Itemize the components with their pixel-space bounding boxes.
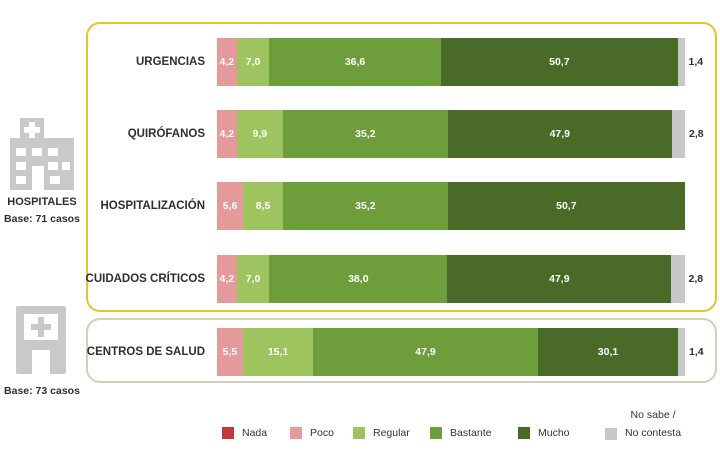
bar-row-quirofanos: 4,2 9,9 35,2 47,9	[217, 110, 685, 158]
bar-segment-regular: 8,5	[243, 182, 283, 230]
legend-swatch-mucho	[518, 427, 530, 439]
legend-label-nada: Nada	[242, 427, 268, 439]
bar-segment-mucho: 50,7	[440, 38, 678, 86]
bar-segment-no-sabe-no-contesta	[671, 110, 685, 158]
data-label-mucho: 50,7	[556, 200, 577, 212]
category-label-urgencias: URGENCIAS	[135, 56, 205, 68]
legend-item-nsnc: No sabe / No contesta	[605, 409, 681, 440]
legend-swatch-nada	[222, 427, 234, 439]
category-label-centros-de-salud: CENTROS DE SALUD	[86, 346, 205, 358]
bar-segment-no-sabe-no-contesta	[677, 38, 685, 86]
legend-label-regular: Regular	[373, 427, 410, 439]
bar-segment-poco: 4,2	[217, 38, 237, 86]
bar-segment-poco: 5,6	[217, 182, 244, 230]
bar-row-centros-de-salud: 5,5 15,1 47,9 30,1	[217, 328, 685, 376]
data-label-no-sabe-no-contesta: 2,8	[689, 128, 704, 140]
legend-item-poco: Poco	[290, 427, 334, 439]
bar-row-urgencias: 4,2 7,0 36,6 50,7	[217, 38, 685, 86]
legend-swatch-nsnc	[605, 427, 617, 440]
bar-row-hospitalizacion: 5,6 8,5 35,2 50,7	[217, 182, 685, 230]
legend-swatch-poco	[290, 427, 302, 439]
data-label-no-sabe-no-contesta: 1,4	[688, 56, 704, 68]
bar-segment-mucho: 47,9	[447, 255, 672, 303]
hospitals-group-box	[86, 22, 717, 312]
bar-segment-regular: 9,9	[236, 110, 283, 158]
bar-segment-bastante: 47,9	[313, 328, 538, 376]
data-label-mucho: 50,7	[549, 56, 570, 68]
category-label-cuidados-criticos: CUIDADOS CRÍTICOS	[85, 273, 205, 285]
data-label-bastante: 47,9	[415, 346, 436, 358]
centros-base-label: Base: 73 casos	[4, 385, 80, 397]
hospitales-group-title: HOSPITALES	[7, 196, 77, 208]
legend-label-mucho: Mucho	[538, 427, 570, 439]
bar-segment-mucho: 50,7	[447, 182, 685, 230]
data-label-poco: 4,2	[219, 273, 235, 285]
data-label-regular: 7,0	[245, 56, 261, 68]
data-label-regular: 8,5	[255, 200, 271, 212]
bar-segment-no-sabe-no-contesta	[671, 255, 685, 303]
data-label-bastante: 36,6	[344, 56, 366, 68]
bar-segment-mucho: 47,9	[447, 110, 672, 158]
hospitales-base-label: Base: 71 casos	[4, 213, 80, 225]
data-label-no-sabe-no-contesta: 1,4	[689, 346, 704, 358]
legend-item-mucho: Mucho	[518, 427, 570, 439]
legend-item-nada: Nada	[222, 427, 267, 439]
legend-label-nsnc-line2: No contesta	[625, 427, 682, 439]
legend-label-nsnc: No sabe / No contesta	[625, 409, 681, 440]
data-label-bastante: 35,2	[355, 200, 376, 212]
health-centers-group-box	[86, 318, 717, 383]
data-label-bastante: 38,0	[348, 273, 369, 285]
bar-segment-mucho: 30,1	[537, 328, 679, 376]
bar-segment-regular: 15,1	[242, 328, 314, 376]
bar-segment-no-sabe-no-contesta	[678, 328, 685, 376]
legend-swatch-bastante	[430, 427, 442, 439]
bar-segment-bastante: 36,6	[269, 38, 441, 86]
data-label-mucho: 47,9	[549, 128, 571, 140]
bar-segment-poco: 4,2	[217, 255, 237, 303]
data-label-poco: 5,6	[222, 200, 238, 212]
legend-item-regular: Regular	[353, 427, 410, 439]
data-label-regular: 9,9	[252, 128, 268, 140]
legend-item-bastante: Bastante	[430, 427, 491, 439]
bar-segment-bastante: 35,2	[282, 110, 448, 158]
bar-segment-bastante: 38,0	[269, 255, 448, 303]
bar-row-cuidados-criticos: 4,2 7,0 38,0 47,9	[217, 255, 685, 303]
legend-label-nsnc-line1: No sabe /	[630, 409, 676, 421]
data-label-poco: 4,2	[219, 56, 235, 68]
data-label-regular: 15,1	[267, 346, 289, 358]
bar-segment-poco: 5,5	[217, 328, 243, 376]
data-label-mucho: 47,9	[549, 273, 570, 285]
legend-swatch-regular	[353, 427, 365, 439]
data-label-no-sabe-no-contesta: 2,8	[688, 273, 704, 285]
health-center-icon	[16, 306, 66, 374]
category-label-quirofanos: QUIRÓFANOS	[127, 128, 205, 140]
hospital-building-icon	[10, 118, 74, 190]
bar-segment-bastante: 35,2	[282, 182, 448, 230]
bar-segment-regular: 7,0	[236, 38, 270, 86]
data-label-poco: 5,5	[222, 346, 238, 358]
bar-segment-regular: 7,0	[236, 255, 270, 303]
data-label-poco: 4,2	[219, 128, 235, 140]
legend-label-bastante: Bastante	[450, 427, 492, 439]
category-label-hospitalizacion: HOSPITALIZACIÓN	[100, 200, 205, 212]
bar-segment-poco: 4,2	[217, 110, 237, 158]
legend-label-poco: Poco	[310, 427, 334, 439]
data-label-regular: 7,0	[245, 273, 261, 285]
data-label-bastante: 35,2	[355, 128, 376, 140]
data-label-mucho: 30,1	[597, 346, 619, 358]
